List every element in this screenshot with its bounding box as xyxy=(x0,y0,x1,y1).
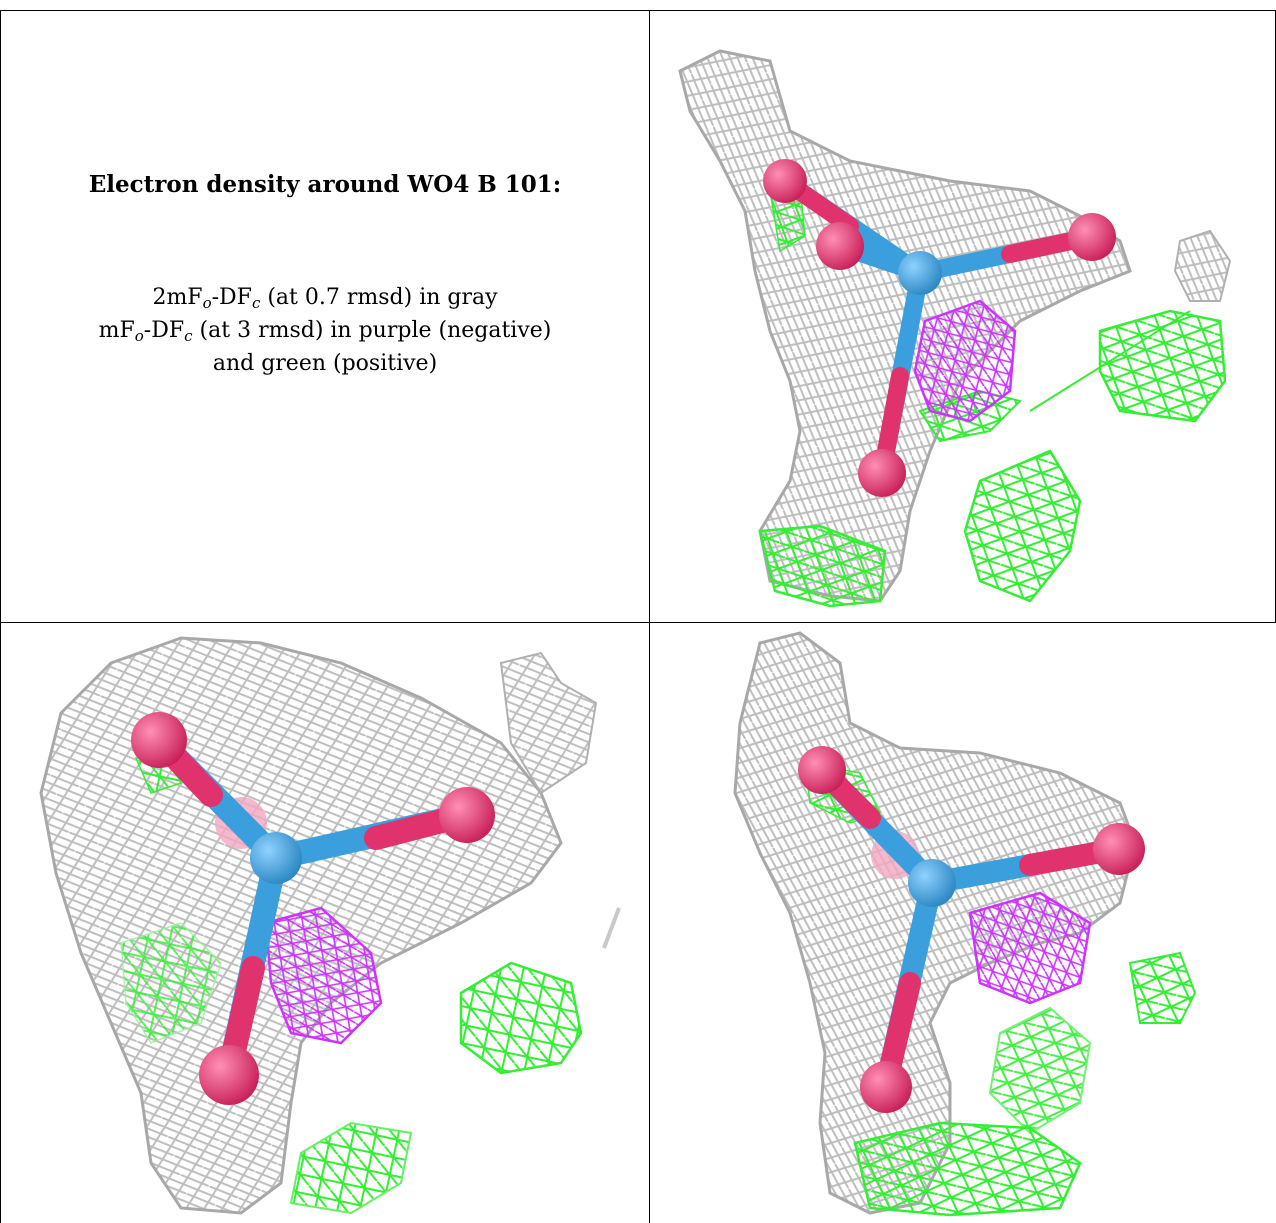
density-render-bottom-left xyxy=(39,636,621,1215)
oxygen-atom xyxy=(763,159,807,203)
density-positive-mesh xyxy=(289,1121,413,1215)
density-positive-mesh xyxy=(758,524,887,608)
tungsten-atom xyxy=(898,251,942,295)
view-top-right xyxy=(650,11,1276,622)
table-border-left xyxy=(0,10,1,1223)
density-positive-strand xyxy=(1029,310,1191,412)
density-positive-mesh xyxy=(1098,309,1227,423)
density-fragment xyxy=(1173,229,1232,302)
oxygen-atom xyxy=(199,1045,259,1105)
oxygen-atom xyxy=(816,222,864,270)
density-render-top-right xyxy=(678,49,1232,608)
wo4-molecule xyxy=(131,712,495,1105)
caption-line-positive: and green (positive) xyxy=(212,351,438,376)
caption-line-2fofc: 2mFo-DFc (at 0.7 rmsd) in gray xyxy=(152,285,498,312)
oxygen-atom xyxy=(858,449,906,497)
density-positive-mesh xyxy=(988,1006,1092,1135)
table-border-center xyxy=(649,10,650,1223)
caption-description: 2mFo-DFc (at 0.7 rmsd) in gray mFo-DFc (… xyxy=(1,281,649,380)
caption-line-fofc: mFo-DFc (at 3 rmsd) in purple (negative) xyxy=(98,318,552,345)
table-border-middle xyxy=(0,622,1276,623)
oxygen-atom xyxy=(131,712,187,768)
density-positive-mesh xyxy=(459,961,583,1075)
oxygen-atom xyxy=(798,746,846,794)
tungsten-atom xyxy=(250,832,302,884)
density-fragment xyxy=(602,907,621,949)
oxygen-atom xyxy=(439,787,495,843)
wo4-molecule xyxy=(763,159,1116,497)
view-bottom-right xyxy=(650,623,1276,1223)
table-border-top xyxy=(0,10,1276,11)
density-positive-mesh xyxy=(963,449,1082,603)
density-fragment xyxy=(499,651,598,795)
wo4-molecule xyxy=(798,746,1145,1113)
tungsten-atom xyxy=(908,859,956,907)
density-negative-mesh xyxy=(264,906,383,1045)
density-render-bottom-right xyxy=(733,631,1197,1217)
oxygen-atom xyxy=(860,1061,912,1113)
density-positive-mesh xyxy=(120,922,222,1044)
density-positive-mesh xyxy=(853,1121,1082,1217)
caption-title: Electron density around WO4 B 101: xyxy=(88,171,562,198)
caption-cell: Electron density around WO4 B 101: 2mFo-… xyxy=(1,11,649,622)
oxygen-atom xyxy=(1068,213,1116,261)
density-positive-mesh xyxy=(1128,951,1197,1024)
density-negative-mesh xyxy=(968,891,1092,1005)
oxygen-atom xyxy=(1093,823,1145,875)
view-bottom-left xyxy=(1,623,649,1223)
density-negative-mesh xyxy=(913,299,1017,423)
